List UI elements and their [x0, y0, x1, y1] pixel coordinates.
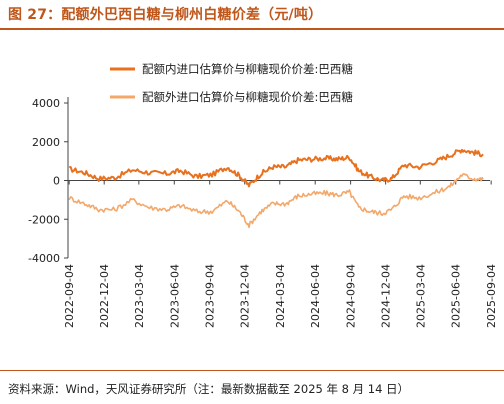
source-divider: [0, 370, 504, 371]
legend-label-2: 配额外进口估算价与柳糖现价价差:巴西糖: [142, 90, 353, 104]
y-tick-label: 2000: [32, 136, 60, 149]
legend-label-1: 配额内进口估算价与柳糖现价价差:巴西糖: [142, 62, 353, 76]
x-tick-label: 2024-12-04: [380, 264, 393, 328]
x-tick-label: 2024-09-04: [345, 264, 358, 328]
y-tick-label: 0: [53, 175, 60, 188]
x-tick-label: 2023-06-04: [168, 264, 181, 328]
y-tick-label: -4000: [28, 252, 60, 265]
source-note: 资料来源：Wind，天风证券研究所（注：最新数据截至 2025 年 8 月 14…: [8, 382, 410, 396]
x-tick-label: 2023-09-04: [204, 264, 217, 328]
x-tick-label: 2022-09-04: [63, 264, 76, 328]
x-tick-label: 2022-12-04: [98, 264, 111, 328]
title-underline: [0, 28, 504, 30]
x-tick-label: 2025-06-04: [450, 264, 463, 328]
y-tick-label: -2000: [28, 213, 60, 226]
x-tick-label: 2024-03-04: [274, 264, 287, 328]
series-line-1: [69, 148, 484, 188]
y-tick-label: 4000: [32, 97, 60, 110]
x-tick-label: 2024-06-04: [309, 264, 322, 328]
x-tick-label: 2023-12-04: [239, 264, 252, 328]
x-tick-label: 2023-03-04: [133, 264, 146, 328]
x-tick-label: 2025-03-04: [414, 264, 427, 328]
series-line-2: [68, 173, 484, 229]
x-tick-label: 2025-09-04: [485, 264, 498, 328]
figure-title: 图 27：配额外巴西白糖与柳州白糖价差（元/吨）: [8, 7, 323, 23]
